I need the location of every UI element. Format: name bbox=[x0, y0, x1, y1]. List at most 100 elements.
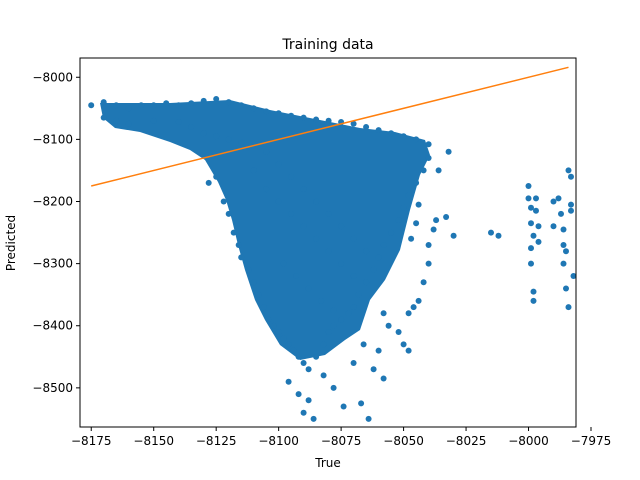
y-axis-label: Predicted bbox=[4, 215, 18, 271]
scatter-point bbox=[350, 304, 357, 311]
scatter-point bbox=[300, 360, 307, 366]
scatter-point bbox=[413, 220, 420, 227]
scatter-point bbox=[275, 329, 282, 335]
y-tick-label: −8400 bbox=[32, 319, 73, 333]
scatter-point bbox=[263, 108, 270, 115]
scatter-point bbox=[188, 124, 195, 130]
scatter-point bbox=[560, 242, 567, 248]
scatter-point bbox=[88, 102, 95, 109]
x-ticks: −8175 −8150 −8125 −8100 −8075 −8050 −8025 −8000… bbox=[71, 427, 611, 448]
scatter-point bbox=[330, 384, 337, 391]
scatter-point bbox=[375, 127, 382, 134]
scatter-point bbox=[318, 297, 325, 304]
x-tick-label: −8150 bbox=[133, 434, 174, 448]
scatter-point bbox=[100, 99, 107, 106]
scatter-point bbox=[363, 248, 370, 255]
scatter-point bbox=[435, 167, 442, 174]
scatter-point bbox=[530, 297, 537, 304]
scatter-point bbox=[238, 254, 245, 261]
scatter-point bbox=[213, 96, 220, 102]
scatter-point bbox=[313, 116, 320, 123]
scatter-point bbox=[225, 136, 232, 143]
scatter-point bbox=[150, 117, 157, 124]
x-tick-label: −8000 bbox=[508, 434, 549, 448]
scatter-point bbox=[338, 223, 345, 230]
scatter-point bbox=[380, 375, 387, 382]
scatter-point bbox=[388, 229, 395, 236]
scatter-point bbox=[430, 226, 437, 233]
scatter-point bbox=[163, 100, 170, 107]
scatter-point bbox=[138, 102, 145, 109]
scatter-point bbox=[280, 260, 287, 267]
scatter-point bbox=[205, 179, 212, 186]
scatter-point bbox=[338, 316, 345, 323]
scatter-point bbox=[350, 273, 357, 279]
scatter-point bbox=[550, 198, 557, 205]
scatter-point bbox=[288, 210, 295, 217]
scatter-point bbox=[295, 391, 302, 398]
scatter-point bbox=[388, 130, 395, 137]
scatter-point bbox=[300, 223, 307, 230]
scatter-point bbox=[415, 297, 422, 304]
scatter-point bbox=[375, 254, 382, 261]
scatter-point bbox=[425, 260, 432, 267]
scatter-point bbox=[568, 173, 574, 180]
scatter-point bbox=[560, 226, 567, 233]
scatter-point bbox=[420, 279, 427, 286]
scatter-point bbox=[285, 341, 292, 348]
scatter-point bbox=[420, 167, 427, 174]
scatter-point bbox=[325, 210, 332, 217]
scatter-point bbox=[370, 366, 377, 373]
scatter-point bbox=[350, 360, 357, 366]
scatter-point bbox=[425, 141, 432, 148]
scatter-point bbox=[450, 232, 457, 239]
scatter-point bbox=[413, 179, 420, 186]
scatter-point bbox=[563, 248, 569, 255]
fit-line bbox=[91, 66, 569, 187]
scatter-point bbox=[260, 304, 267, 311]
scatter-point bbox=[245, 266, 252, 273]
scatter-point bbox=[488, 229, 494, 236]
scatter-point bbox=[528, 220, 534, 227]
scatter-point bbox=[358, 400, 365, 407]
x-tick-label: −8175 bbox=[71, 434, 112, 448]
scatter-point bbox=[275, 110, 282, 117]
scatter-point bbox=[360, 341, 367, 348]
scatter-point bbox=[370, 266, 377, 273]
y-tick-label: −8200 bbox=[32, 195, 73, 209]
scatter-point bbox=[113, 102, 120, 109]
scatter-point bbox=[530, 288, 537, 295]
scatter-point bbox=[313, 353, 320, 360]
scatter-point bbox=[350, 120, 357, 127]
scatter-point bbox=[305, 397, 312, 404]
scatter-point bbox=[560, 260, 567, 267]
scatter-point bbox=[568, 201, 574, 208]
scatter-point bbox=[528, 260, 534, 267]
scatter-point bbox=[443, 214, 450, 220]
scatter-point bbox=[408, 235, 415, 242]
y-tick-label: −8100 bbox=[32, 132, 73, 146]
scatter-point bbox=[250, 279, 257, 286]
scatter-point bbox=[265, 316, 272, 323]
scatter-point bbox=[290, 347, 297, 354]
scatter-point bbox=[300, 114, 307, 121]
y-tick-label: −8300 bbox=[32, 257, 73, 271]
scatter-point bbox=[250, 167, 257, 174]
scatter-point bbox=[150, 102, 157, 109]
fit-line-series bbox=[91, 66, 569, 187]
scatter-point bbox=[533, 207, 539, 214]
scatter-point bbox=[325, 248, 332, 255]
scatter-point bbox=[175, 102, 182, 109]
scatter-point bbox=[238, 102, 245, 109]
scatter-point bbox=[400, 341, 407, 348]
scatter-point bbox=[200, 130, 207, 137]
scatter-point bbox=[400, 133, 407, 140]
scatter-point bbox=[285, 378, 292, 385]
scatter-point bbox=[565, 167, 572, 174]
scatter-point bbox=[433, 217, 440, 224]
y-tick-label: −8500 bbox=[32, 381, 73, 395]
scatter-point bbox=[405, 347, 412, 354]
chart-title: Training data bbox=[281, 37, 373, 53]
scatter-point bbox=[405, 310, 412, 317]
scatter-point bbox=[365, 415, 372, 422]
